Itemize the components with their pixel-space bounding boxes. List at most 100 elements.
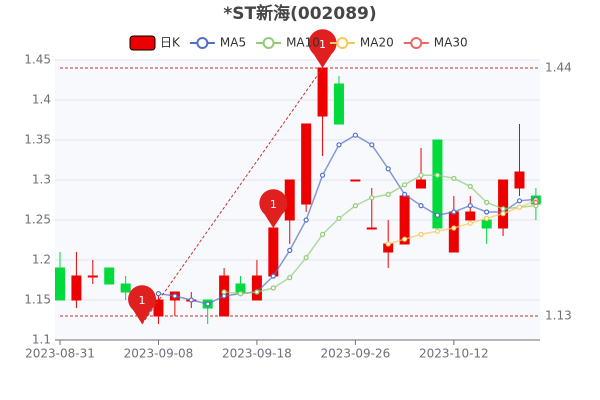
ma-point [385,191,391,197]
legend-icon [262,37,275,49]
ma-point [484,209,490,215]
y-tick-label: 1.3 [32,173,51,187]
pin-label: 1 [319,38,326,51]
ma-line [387,200,537,245]
ma-point [467,183,473,189]
ma-point [418,172,424,178]
y-tick-label: 1.35 [24,133,51,147]
ma-point [434,212,441,218]
ma-point [221,293,227,299]
ma-point [451,225,457,231]
ma-point [434,228,441,234]
pin-label: 1 [270,198,277,211]
mark-line-label: 1.44 [545,61,572,75]
candle-body [448,211,459,253]
candle-body [514,171,525,189]
candle-body [301,123,312,205]
ma-line [224,174,536,295]
legend-icon [196,37,209,49]
ma-point [467,203,473,209]
ma-point [418,231,424,237]
x-tick-label: 2023-09-18 [222,347,292,361]
ma-point [287,275,293,281]
ma-point [352,203,358,209]
chart-title: *ST新海(002089) [223,3,376,24]
ma-point [500,206,506,212]
candle-body [465,211,476,221]
ma-point [319,231,326,237]
candle-body [317,67,328,117]
mark-line-label: 1.13 [545,309,572,323]
ma-point [336,215,342,221]
ma-point [352,132,358,138]
ma-point [205,301,211,307]
y-tick-label: 1.1 [32,333,51,347]
ma-point [237,291,244,297]
ma-point [303,255,309,261]
ma-point [287,247,293,253]
x-tick-label: 2023-09-08 [124,347,194,361]
ma-point [402,236,408,242]
ma-point [533,199,539,205]
legend-label: MA5 [220,36,246,50]
x-tick-label: 2023-08-31 [25,347,95,361]
candle-body [416,179,427,189]
candle-body [481,219,492,229]
x-tick-label: 2023-10-12 [419,347,489,361]
ma-line [158,134,536,305]
y-tick-label: 1.15 [24,293,51,307]
candle-body [55,267,65,301]
ma-point [402,182,408,188]
y-tick-label: 1.25 [24,213,51,227]
candle-body [87,275,98,278]
ma-point [155,291,162,297]
pin-marker [259,189,288,228]
ma-point [516,204,523,210]
ma-point [385,241,391,247]
ma-point [172,293,178,299]
candle-body [153,299,164,317]
candle-body [235,283,246,293]
ma-point [336,142,342,148]
y-tick-label: 1.4 [32,93,51,107]
candle-body [104,267,115,285]
candle-body [120,283,131,293]
legend-label: MA20 [360,36,394,50]
ma-point [516,198,523,204]
candle-body [350,179,361,182]
ma-point [254,289,260,295]
ma-point [484,215,490,221]
pin-label: 1 [139,294,146,307]
ma-point [434,172,441,178]
ma-point [467,220,473,226]
ma-point [451,175,457,181]
ma-point [484,199,490,205]
trend-line [141,67,323,325]
legend-label: MA30 [434,36,468,50]
candle-body [71,275,82,301]
y-tick-label: 1.45 [24,53,51,67]
ma-point [500,211,506,217]
ma-point [319,172,326,178]
legend-icon [336,37,349,49]
ma-point [221,289,227,295]
ma-point [369,195,375,201]
ma-point [451,209,457,215]
pin-marker [128,285,157,324]
x-tick-label: 2023-09-26 [321,347,391,361]
legend-label: 日K [160,36,181,50]
ma-point [270,285,276,291]
ma-point [402,191,408,197]
ma-point [303,217,309,223]
candle-body [333,83,344,125]
legend-icon [410,37,423,49]
candle-body [432,139,443,229]
ma-point [369,142,375,148]
ma-point [188,297,194,303]
candle-body [268,227,279,277]
y-tick-label: 1.2 [32,253,51,267]
plot-area [55,60,540,340]
ma-point [270,273,276,279]
legend-icon [129,35,156,51]
